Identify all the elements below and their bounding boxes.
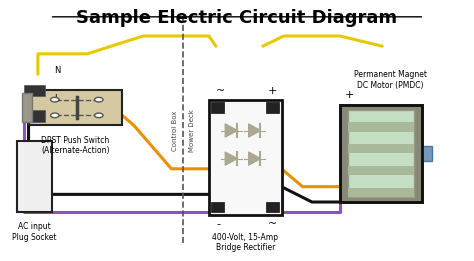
Bar (348, 144, 414, 153)
Text: -: - (216, 219, 220, 229)
Circle shape (51, 97, 59, 102)
Text: AC input
Plug Socket: AC input Plug Socket (12, 222, 57, 242)
Polygon shape (225, 152, 237, 165)
Text: Permanent Magnet
DC Motor (PMDC): Permanent Magnet DC Motor (PMDC) (354, 70, 427, 90)
Text: Mower Deck: Mower Deck (189, 109, 194, 152)
Bar (348, 165, 414, 175)
Bar (266, 102, 279, 112)
Bar (422, 146, 432, 161)
Text: 400-Volt, 15-Amp
Bridge Rectifier: 400-Volt, 15-Amp Bridge Rectifier (212, 233, 278, 252)
Circle shape (95, 113, 103, 118)
Bar (21, 93, 32, 122)
Bar (340, 105, 422, 202)
Bar (340, 105, 422, 202)
Text: ~: ~ (216, 86, 225, 96)
Bar (24, 110, 45, 122)
Bar (266, 202, 279, 212)
Bar (209, 100, 282, 215)
Bar (211, 202, 224, 212)
Text: +: + (267, 86, 277, 96)
Text: N: N (55, 66, 61, 75)
Bar (24, 85, 45, 96)
Circle shape (95, 97, 103, 102)
Bar (348, 110, 414, 197)
Text: +: + (345, 90, 354, 100)
Circle shape (51, 113, 59, 118)
Text: L: L (55, 94, 59, 103)
Polygon shape (225, 124, 237, 137)
Bar (17, 141, 52, 212)
Bar (28, 90, 122, 125)
Text: Sample Electric Circuit Diagram: Sample Electric Circuit Diagram (76, 9, 398, 27)
Bar (348, 188, 414, 197)
Text: ~: ~ (267, 219, 277, 229)
Text: DPST Push Switch
(Alternate-Action): DPST Push Switch (Alternate-Action) (41, 136, 109, 155)
Text: Control Box: Control Box (172, 110, 178, 151)
Polygon shape (249, 152, 260, 165)
Bar (348, 122, 414, 132)
Bar (211, 102, 224, 112)
Polygon shape (249, 124, 260, 137)
